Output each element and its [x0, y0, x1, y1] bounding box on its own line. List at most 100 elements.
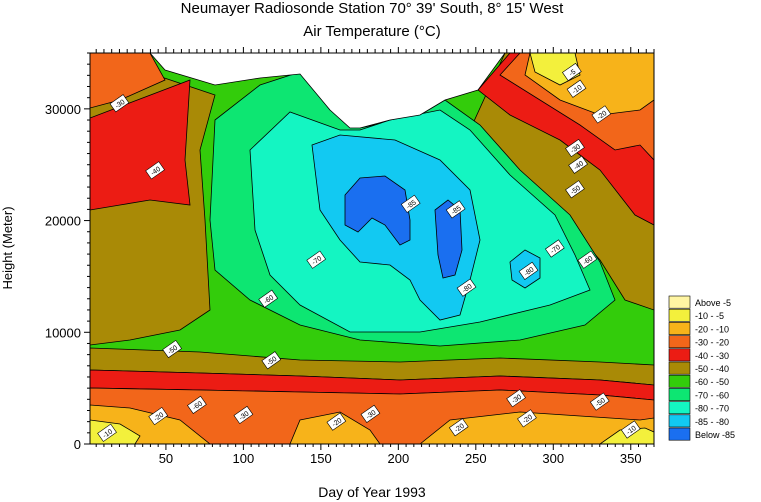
contour-label: -50: [162, 339, 182, 359]
contour-label-text: -80: [523, 266, 535, 278]
contour-label-text: -20: [453, 423, 465, 435]
contour-label: -80: [518, 261, 539, 280]
contour-label: -60: [187, 395, 207, 415]
contour-label-text: -85: [450, 205, 462, 217]
contour-label-text: -20: [596, 110, 608, 122]
x-axis-label: Day of Year 1993: [318, 484, 426, 500]
contour-label: -85: [400, 194, 421, 213]
x-tick-label: 100: [233, 451, 255, 466]
legend-label: -20 - -10: [695, 324, 729, 334]
top-minor-ticks: [95, 47, 655, 53]
x-tick-label: 150: [310, 451, 332, 466]
contour-label-text: -50: [266, 356, 278, 368]
contour-label: -70: [306, 250, 327, 269]
band-red-left: [90, 79, 191, 211]
y-tick-label: 20000: [45, 214, 81, 229]
contour-label: -20: [148, 406, 169, 426]
contour-label-text: -30: [365, 409, 377, 421]
contour-label-text: -80: [461, 283, 473, 295]
band-deepblue-2: [434, 199, 463, 279]
contour-label-text: -30: [511, 394, 523, 406]
contour-label-text: -30: [114, 99, 126, 111]
x-tick-label: 300: [542, 451, 564, 466]
chart-subtitle: Air Temperature (°C): [303, 23, 440, 40]
band-amber-low-right: [419, 411, 654, 444]
band-deepblue-1: [344, 175, 411, 246]
legend-label: -70 - -60: [695, 390, 729, 400]
contour-label: -50: [589, 392, 610, 411]
contour-label: -30: [506, 389, 526, 408]
legend-label: -85 - -80: [695, 417, 729, 427]
contour-label-text: -60: [192, 400, 204, 412]
contour-label: -10: [566, 79, 587, 98]
legend-swatch: [668, 295, 691, 309]
contour-label: -50: [565, 180, 585, 199]
legend-swatch: [668, 388, 691, 401]
contour-label: -40: [145, 161, 165, 180]
legend-label: -30 - -20: [695, 338, 729, 348]
contour-label: -20: [326, 412, 347, 431]
x-tick-label: 50: [159, 451, 173, 466]
contour-label-text: -10: [102, 428, 114, 440]
contour-label-text: -40: [150, 166, 162, 178]
contour-label: -70: [544, 239, 565, 258]
contour-label-text: -70: [311, 255, 323, 267]
x-axis: 50 100 150 200 250 300 350: [95, 444, 655, 466]
y-axis: 0 10000 20000 30000: [45, 52, 90, 452]
missing-data: [149, 53, 506, 129]
y-tick-label: 30000: [45, 102, 81, 117]
contour-label-text: -50: [594, 397, 606, 409]
contour-label: -60: [577, 250, 598, 269]
contour-label: -20: [448, 418, 469, 437]
contour-label-text: -60: [263, 294, 275, 306]
contour-label: -10: [620, 420, 641, 439]
band-orange-left: [90, 53, 166, 109]
legend-label: -40 - -30: [695, 351, 729, 361]
contour-label-text: -50: [570, 185, 582, 197]
legend-swatch: [668, 401, 691, 415]
contour-label-text: -20: [522, 414, 534, 426]
contour-label: -10: [97, 423, 117, 442]
legend-label: -60 - -50: [695, 377, 729, 387]
contour-label: -20: [591, 105, 612, 124]
contour-label: -40: [568, 155, 588, 174]
chart-title: Neumayer Radiosonde Station 70° 39' Sout…: [181, 0, 565, 17]
legend-label: -10 - -5: [695, 311, 724, 321]
contour-label-text: -85: [405, 199, 417, 211]
contour-label-text: -20: [331, 417, 343, 429]
x-tick-label: 200: [387, 451, 409, 466]
contour-label: -5: [562, 62, 582, 82]
legend-swatch: [668, 348, 691, 362]
legend-label: -80 - -70: [695, 404, 729, 414]
contour-label-text: -20: [153, 411, 165, 423]
contour-label: -30: [233, 405, 254, 425]
legend-swatch: [668, 361, 691, 375]
contour-label-text: -60: [582, 255, 594, 267]
contour-label: -20: [517, 409, 537, 428]
contour-label: -80: [456, 278, 477, 297]
contour-label-text: -10: [625, 425, 637, 437]
legend-label: Below -85: [695, 430, 735, 440]
legend-label: -50 - -40: [695, 364, 729, 374]
legend-swatch: [668, 308, 691, 322]
contour-label-text: -30: [570, 143, 582, 155]
contour-label-text: -50: [167, 344, 179, 356]
legend-swatch: [668, 322, 691, 335]
contour-labels: -30 -40 -50 -60 -20 -10 -60 -50 -30 -70 -20 -30 -85 -…: [97, 62, 641, 442]
contour-label: -30: [109, 94, 130, 113]
contour-label: -50: [261, 351, 282, 370]
y-tick-label: 10000: [45, 325, 81, 340]
legend-swatch: [668, 374, 691, 388]
legend-swatch: [668, 335, 691, 349]
legend-swatch: [668, 427, 691, 441]
contour-label-text: -30: [238, 410, 250, 422]
contour-label: -30: [565, 138, 585, 158]
plot-frame: [89, 52, 655, 445]
contour-label-text: -10: [571, 84, 583, 96]
legend-swatch: [668, 414, 691, 428]
contour-label: -60: [258, 289, 279, 308]
legend: Above -5 -10 - -5 -20 - -10 -30 - -20 -40 - …: [668, 295, 735, 441]
contour-label-text: -5: [568, 69, 577, 78]
x-tick-label: 250: [465, 451, 487, 466]
